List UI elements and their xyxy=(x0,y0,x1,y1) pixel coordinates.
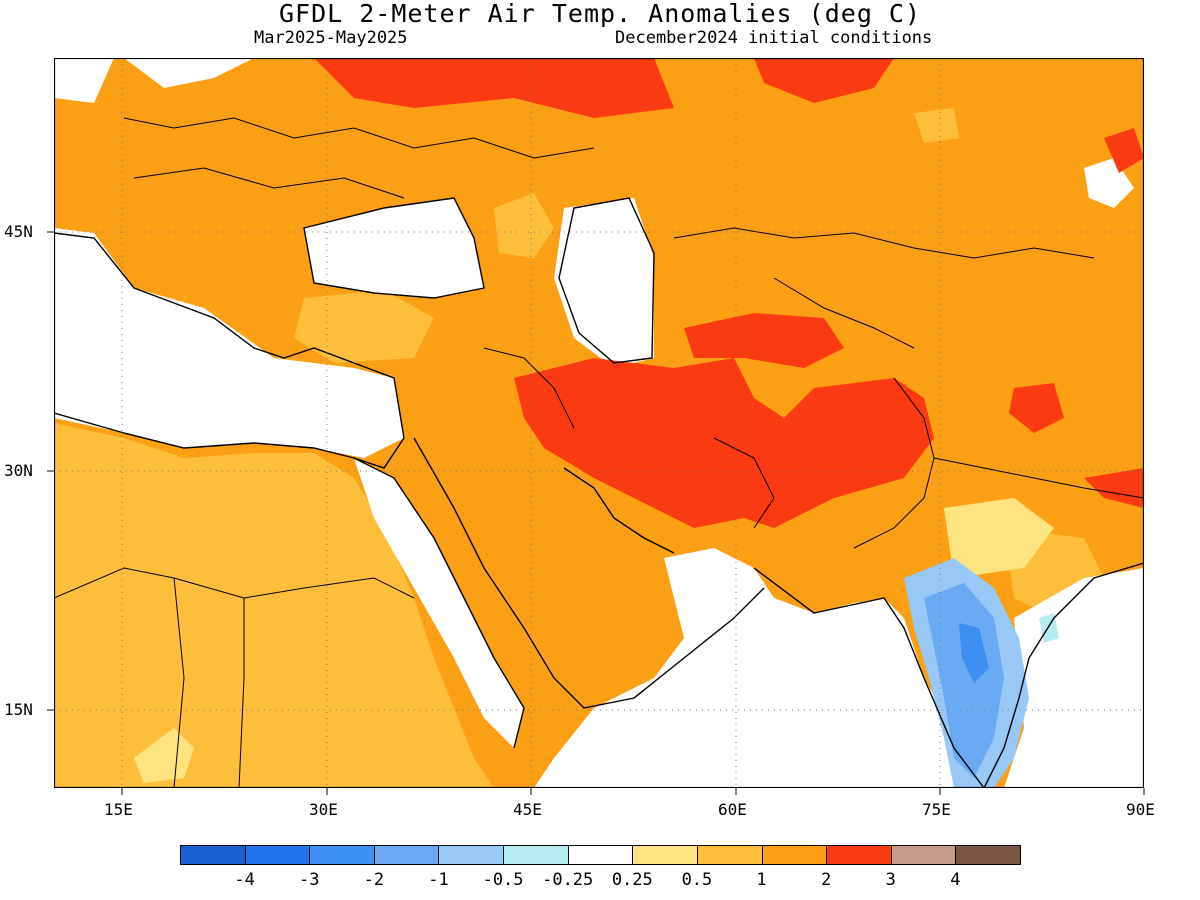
anomaly-region-india-blue xyxy=(924,583,1004,778)
anomaly-region-arabian-sea xyxy=(534,548,984,788)
anomaly-region-red-sea xyxy=(354,458,524,748)
anomaly-region-india-yellow xyxy=(944,498,1054,578)
lon-label-15e: 15E xyxy=(104,800,133,819)
lon-label-90e: 90E xyxy=(1126,800,1155,819)
anomaly-region-africa-yellow xyxy=(134,728,194,783)
colorbar-label: 4 xyxy=(950,870,961,890)
colorbar-label: -1 xyxy=(428,870,449,890)
colorbar-segment xyxy=(244,845,311,865)
colorbar-segment xyxy=(761,845,828,865)
colorbar-segment xyxy=(890,845,957,865)
lon-label-30e: 30E xyxy=(309,800,338,819)
coastlines xyxy=(54,197,1144,788)
colorbar-label: -0.5 xyxy=(482,870,524,890)
lon-label-75e: 75E xyxy=(922,800,951,819)
anomaly-region-siberia xyxy=(754,58,894,103)
colorbar-segment xyxy=(632,845,698,865)
colorbar-label: -2 xyxy=(363,870,385,890)
anomaly-region-india-dark-blue xyxy=(959,623,989,683)
colorbar-segment xyxy=(826,845,892,865)
forecast-period: Mar2025-May2025 xyxy=(254,28,408,48)
anomaly-region-mediterranean xyxy=(54,228,404,458)
map-frame xyxy=(54,58,1144,788)
colorbar-label: 3 xyxy=(885,870,896,890)
anomaly-region-afghanistan xyxy=(684,313,844,368)
lat-label-30n: 30N xyxy=(4,461,33,480)
anomaly-region-nepal xyxy=(1084,468,1144,508)
colorbar xyxy=(180,845,1021,867)
initial-conditions: December2024 initial conditions xyxy=(615,28,933,48)
anomaly-map xyxy=(54,58,1144,788)
colorbar-label: -3 xyxy=(298,870,320,890)
anomaly-region-black-sea xyxy=(304,198,484,298)
colorbar-label: 1 xyxy=(756,870,767,890)
anomaly-region-kazakhstan xyxy=(914,108,959,143)
colorbar-label: -0.25 xyxy=(542,870,594,890)
country-borders xyxy=(54,117,1144,788)
colorbar-segment xyxy=(567,845,634,865)
anomaly-region-mongolia xyxy=(1104,128,1144,173)
anomaly-region-bay-of-bengal xyxy=(1004,568,1144,788)
colorbar-label: 2 xyxy=(821,870,832,890)
colorbar-label: 0.5 xyxy=(681,870,713,890)
anomaly-region-russia-north xyxy=(314,58,674,118)
colorbar-label: 0.25 xyxy=(611,870,653,890)
anomaly-region-turkey xyxy=(294,290,434,363)
colorbar-segment xyxy=(503,845,569,865)
lon-label-45e: 45E xyxy=(513,800,542,819)
lat-label-15n: 15N xyxy=(4,700,33,719)
anomaly-region-caspian xyxy=(554,198,654,368)
colorbar-segment xyxy=(309,845,375,865)
colorbar-label: -4 xyxy=(234,870,255,890)
anomaly-region-caspian-north xyxy=(494,193,554,258)
anomaly-region-tibet xyxy=(1009,383,1064,433)
colorbar-segment xyxy=(438,845,505,865)
colorbar-segment xyxy=(696,845,763,865)
anomaly-region-india-cyan xyxy=(1039,613,1059,643)
anomaly-region-north-white xyxy=(54,58,254,103)
lon-label-60e: 60E xyxy=(718,800,747,819)
map-title: GFDL 2-Meter Air Temp. Anomalies (deg C) xyxy=(278,0,922,28)
colorbar-segment xyxy=(955,845,1021,865)
colorbar-segment xyxy=(373,845,440,865)
lat-label-45n: 45N xyxy=(4,222,33,241)
colorbar-segment xyxy=(180,845,246,865)
